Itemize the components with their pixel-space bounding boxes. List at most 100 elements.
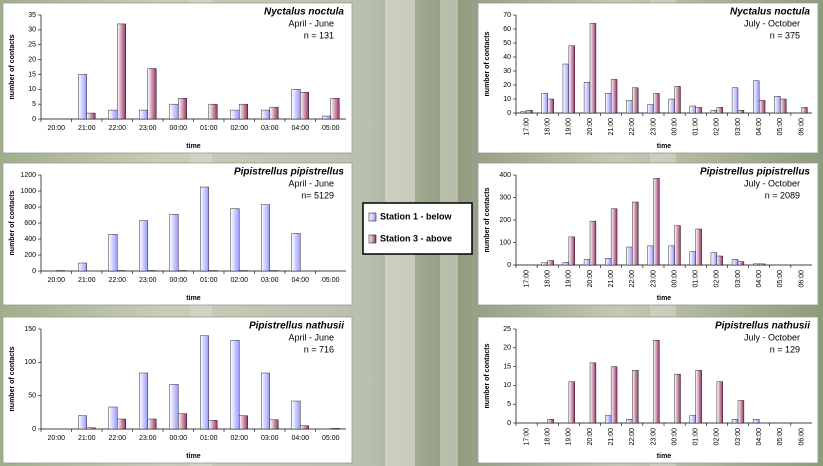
bar [753, 264, 759, 265]
bar [738, 110, 744, 113]
x-tick-label: 18:00 [545, 118, 552, 136]
bar [626, 247, 632, 265]
chart-panel: 02004006008001000120020:0021:0022:0023:0… [3, 163, 352, 305]
x-tick-label: 04:00 [756, 118, 763, 136]
bar [322, 116, 331, 119]
x-tick-label: 04:00 [756, 270, 763, 288]
x-axis-label: time [657, 295, 672, 302]
x-tick-label: 20:00 [587, 270, 594, 288]
bar [653, 178, 659, 265]
chart-title: Pipistrellus pipistrellus [700, 167, 810, 178]
x-tick-label: 00:00 [169, 125, 187, 132]
x-tick-label: 20:00 [47, 125, 65, 132]
bar [690, 252, 696, 266]
x-tick-label: 03:00 [261, 435, 279, 442]
bar [611, 367, 617, 423]
bar [117, 24, 126, 119]
chart-subtitle: July - October [744, 178, 800, 188]
chart-title: Nyctalus noctula [264, 7, 344, 18]
bar [231, 110, 240, 119]
bar [569, 46, 575, 113]
y-tick-label: 0 [32, 116, 36, 123]
x-tick-label: 05:00 [777, 118, 784, 136]
y-tick-label: 0 [507, 110, 511, 117]
bar [300, 426, 309, 429]
bar [590, 363, 596, 423]
x-tick-label: 04:00 [291, 125, 309, 132]
x-tick-label: 22:00 [108, 277, 126, 284]
bar [653, 340, 659, 423]
x-tick-label: 03:00 [261, 277, 279, 284]
x-tick-label: 02:00 [230, 125, 248, 132]
y-tick-label: 15 [28, 71, 36, 78]
bar [292, 233, 301, 271]
x-tick-label: 21:00 [78, 277, 96, 284]
bar [626, 100, 632, 113]
legend-swatch [369, 235, 376, 243]
bar [632, 370, 638, 423]
y-tick-label: 5 [507, 401, 511, 408]
bar [261, 110, 270, 119]
bar [78, 74, 87, 119]
x-tick-label: 01:00 [200, 277, 218, 284]
y-tick-label: 40 [503, 54, 511, 61]
bar [87, 113, 96, 119]
x-tick-label: 20:00 [587, 428, 594, 446]
x-tick-label: 05:00 [322, 277, 340, 284]
bar [548, 261, 554, 266]
bar [753, 81, 759, 113]
bar [239, 416, 248, 429]
bar [632, 88, 638, 113]
bar [87, 428, 96, 429]
bar [527, 110, 533, 113]
x-tick-label: 19:00 [566, 118, 573, 136]
chart-subtitle: July - October [744, 332, 800, 342]
x-tick-label: 21:00 [608, 428, 615, 446]
y-tick-label: 600 [24, 220, 36, 227]
x-tick-label: 22:00 [629, 118, 636, 136]
x-tick-label: 05:00 [777, 428, 784, 446]
x-tick-label: 19:00 [566, 270, 573, 288]
sample-size: n = 131 [304, 30, 334, 40]
x-tick-label: 00:00 [169, 435, 187, 442]
x-tick-label: 22:00 [629, 428, 636, 446]
chart-title: Pipistrellus nathusii [249, 321, 344, 332]
chart-subtitle: April - June [288, 178, 334, 188]
figure: Station 1 - belowStation 3 - above 05101… [0, 0, 823, 466]
bar [563, 262, 569, 265]
sample-size: n = 129 [770, 344, 800, 354]
bar [261, 205, 270, 271]
bar [178, 414, 187, 429]
bar [648, 246, 654, 265]
x-tick-label: 04:00 [291, 277, 309, 284]
y-tick-label: 10 [503, 96, 511, 103]
y-tick-label: 0 [507, 420, 511, 427]
bar [732, 88, 738, 113]
x-tick-label: 17:00 [523, 270, 530, 288]
bar [611, 209, 617, 265]
x-tick-label: 06:00 [798, 270, 805, 288]
y-tick-label: 300 [499, 194, 511, 201]
bar [590, 23, 596, 113]
x-tick-label: 23:00 [139, 125, 157, 132]
bar [548, 99, 554, 113]
bar [200, 187, 209, 271]
legend-swatch [369, 213, 376, 221]
bar [717, 256, 723, 265]
bar [611, 79, 617, 113]
bar [626, 419, 632, 423]
bar [78, 263, 87, 271]
x-tick-label: 02:00 [714, 428, 721, 446]
x-tick-label: 03:00 [261, 125, 279, 132]
bar [590, 221, 596, 265]
x-tick-label: 23:00 [650, 118, 657, 136]
bar [669, 99, 675, 113]
bar [200, 336, 209, 429]
bar [675, 374, 681, 423]
chart-subtitle: April - June [288, 18, 334, 28]
x-tick-label: 23:00 [139, 435, 157, 442]
x-tick-label: 03:00 [735, 118, 742, 136]
y-tick-label: 20 [503, 345, 511, 352]
bar [109, 234, 118, 271]
bar [292, 89, 301, 119]
